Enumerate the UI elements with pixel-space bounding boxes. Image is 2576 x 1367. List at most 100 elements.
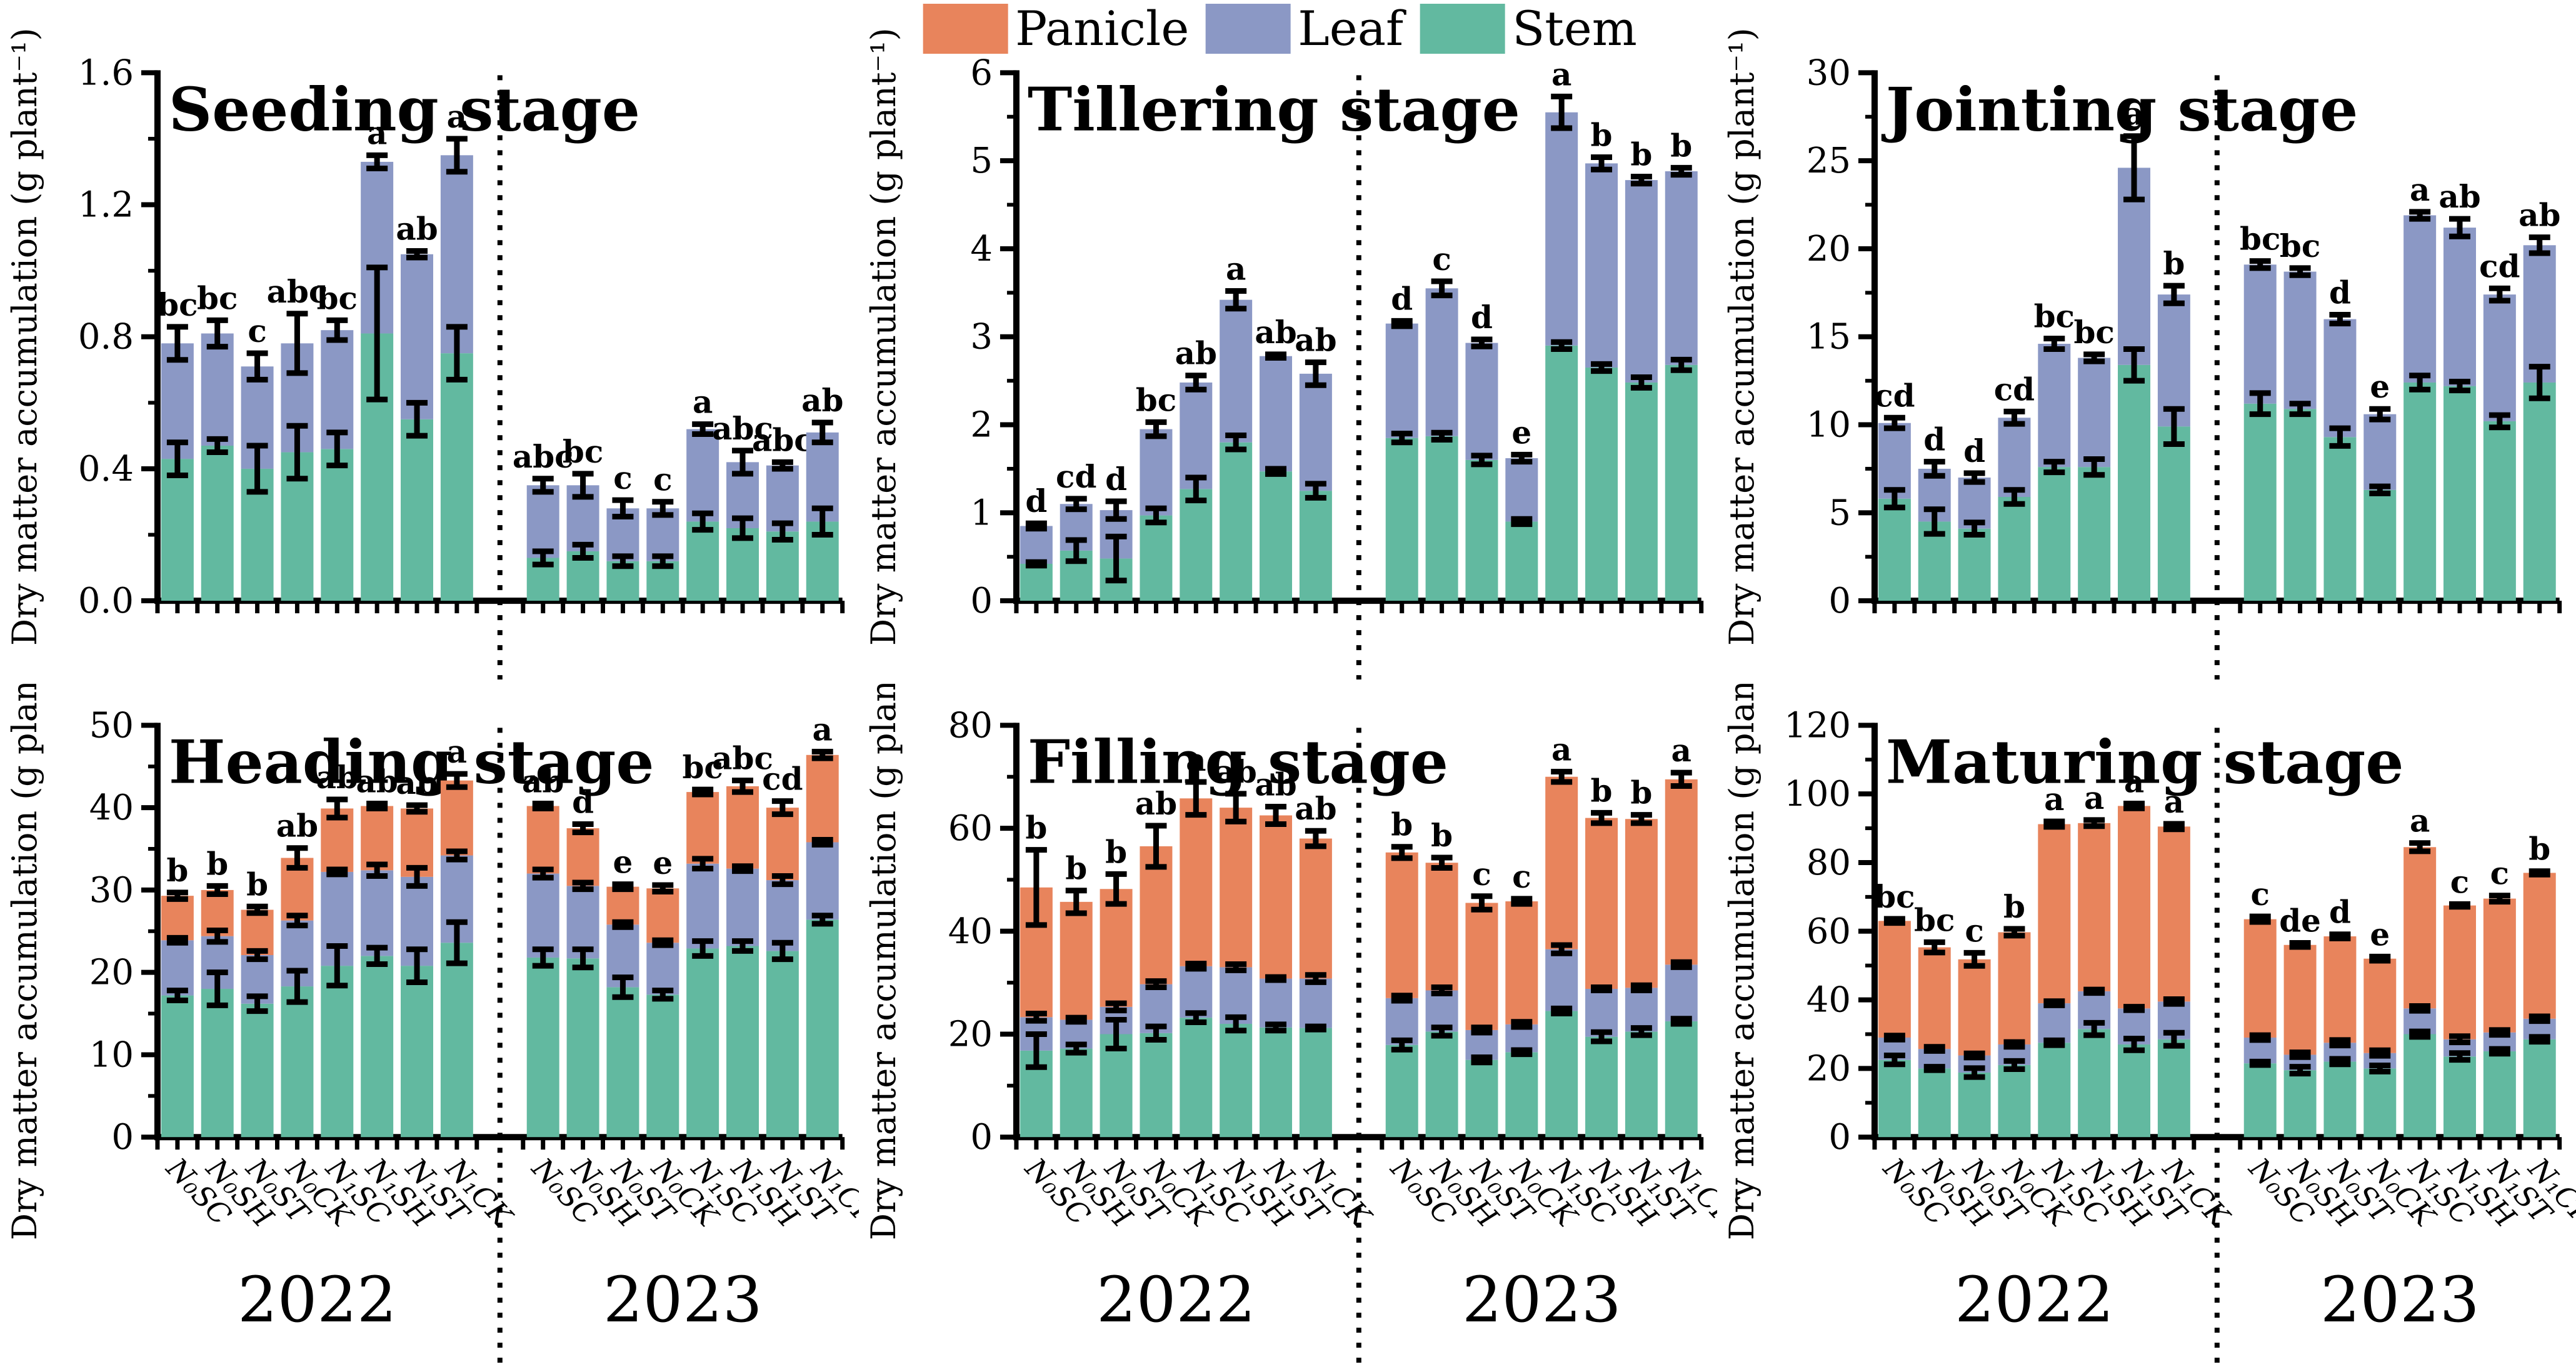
error-bar [1471,336,1493,349]
error-bar [1884,487,1906,511]
significance-letter: bc [2240,221,2280,258]
error-bar [1924,506,1946,537]
y-tick-label: 4 [970,229,993,269]
bar-segment-leaf [1505,458,1538,522]
bar-segment-panicle [2244,919,2277,1038]
bar-segment-panicle [2323,936,2357,1043]
bar-segment-stem [2483,421,2517,601]
significance-letter: c [613,459,632,496]
error-bar [406,399,428,439]
bar-segment-panicle [646,888,679,943]
bar-segment-stem [2523,382,2557,601]
error-bar [2289,1049,2311,1060]
significance-letter: a [2410,802,2430,839]
bar-segment-leaf [1625,180,1658,383]
y-tick-label: 40 [89,788,134,828]
error-bar [1471,893,1493,913]
bar-segment-leaf [1385,998,1418,1045]
significance-letter: ab [356,763,398,799]
error-bar [1630,374,1652,391]
error-bar [2250,258,2272,271]
bar-segment-stem [1140,515,1173,601]
y-tick-label: 0.0 [78,581,134,621]
error-bar [2083,986,2105,996]
y-tick-label: 15 [1807,317,1851,358]
error-bar [2329,425,2351,449]
bar-segment-stem [2403,1033,2437,1137]
bar-segment-stem [1585,1036,1618,1137]
error-bar [2083,816,2105,829]
error-bar [1225,961,1246,973]
error-bar [2163,820,2185,832]
significance-letter: a [1186,741,1206,778]
significance-letter: bc [1914,901,1955,938]
bar-segment-stem [2244,1063,2277,1137]
error-bar [406,248,428,261]
significance-letter: c [653,461,672,498]
panicle-color-swatch [923,4,1008,54]
bar-segment-leaf [526,873,559,958]
significance-letter: abc [752,421,813,458]
bar-segment-leaf [361,869,394,956]
bar-segment-leaf [1385,323,1418,438]
error-bar [612,919,634,930]
significance-letter: ab [1135,784,1176,821]
significance-letter: a [693,384,713,421]
error-bar [1065,1014,1087,1024]
error-bar [1550,768,1572,784]
error-bar [2123,800,2145,811]
error-bar [2123,133,2145,203]
error-bar [1065,887,1087,916]
bar-segment-stem [1545,345,1578,601]
bar-segment-panicle [241,909,274,955]
error-bar [2289,401,2311,418]
significance-letter: a [1671,732,1691,769]
bar-segment-stem [2283,409,2317,601]
bar-segment-stem [2158,1039,2191,1137]
error-bar [1510,1018,1532,1029]
bar-segment-panicle [2283,944,2317,1054]
significance-letter: ab [1255,766,1296,803]
panel-title: Maturing stage [1886,726,2404,797]
bar-segment-stem [1878,498,1912,601]
significance-letter: e [613,843,633,880]
bar-segment-panicle [806,754,839,842]
error-bar [1550,1005,1572,1016]
y-tick-label: 20 [1807,229,1851,269]
bar-segment-stem [401,965,434,1137]
significance-letter: b [246,866,268,903]
bar-segment-panicle [2118,805,2151,1008]
error-bar [1550,942,1572,956]
error-bar [1225,288,1246,312]
significance-letter: d [1105,461,1127,498]
error-bar [2003,925,2025,938]
error-bar [692,938,714,959]
error-bar [2043,998,2065,1008]
error-bar [1963,1050,1985,1060]
significance-letter: a [2124,96,2144,133]
error-bar [2003,487,2025,507]
error-bar [446,136,468,175]
bar-segment-stem [2363,489,2397,601]
year-label: 2022 [238,1263,396,1336]
error-bar [2083,1019,2105,1038]
error-bar [1963,470,1985,485]
bar-segment-stem [2523,1039,2557,1137]
bar-segment-panicle [2523,872,2557,1019]
legend-label-panicle: Panicle [1015,1,1190,56]
error-bar [2489,285,2511,304]
error-bar [366,800,388,811]
bar-segment-stem [1060,1048,1093,1137]
error-bar [1065,537,1087,564]
error-bar [1510,1047,1532,1057]
error-bar [406,864,428,889]
year-label: 2023 [603,1263,762,1336]
error-bar [446,771,468,790]
error-bar [2449,1049,2471,1063]
bar-segment-stem [1998,497,2031,601]
bar-segment-stem [2158,426,2191,601]
bar-segment-stem [1219,442,1252,601]
legend-item-panicle: Panicle [923,4,1205,54]
error-bar [286,968,308,1005]
significance-letter: bc [682,749,723,786]
